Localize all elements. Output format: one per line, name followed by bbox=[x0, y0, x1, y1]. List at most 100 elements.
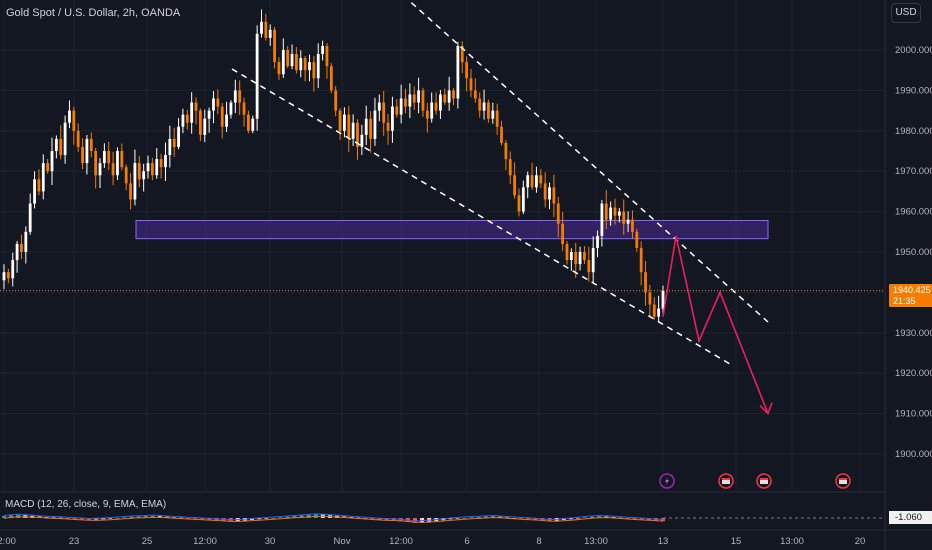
macd-histogram-bar bbox=[122, 517, 127, 518]
candle-body bbox=[177, 126, 180, 147]
currency-button[interactable]: USD bbox=[891, 3, 921, 23]
candle-body bbox=[604, 203, 608, 220]
price-axis[interactable]: 2000.000 1990.000 1980.000 1970.000 1960.000… bbox=[895, 45, 932, 460]
candle-body bbox=[68, 110, 71, 123]
candle-body bbox=[81, 146, 84, 164]
candle-body bbox=[277, 62, 281, 75]
candle-body bbox=[648, 292, 652, 305]
candle-body bbox=[37, 179, 41, 192]
candle-body bbox=[85, 138, 89, 164]
macd-histogram-bar bbox=[505, 517, 510, 518]
candle-body bbox=[137, 163, 141, 180]
candle-body bbox=[41, 163, 45, 192]
candle-body bbox=[246, 114, 250, 131]
price-tick-label: 1910.000 bbox=[895, 409, 932, 420]
last-price-value: 1940.425 bbox=[893, 285, 931, 295]
macd-histogram-bar bbox=[172, 517, 177, 518]
candle-body bbox=[303, 58, 307, 71]
candle-body bbox=[521, 187, 525, 212]
macd-histogram-bar bbox=[179, 517, 184, 519]
macd-histogram-bar bbox=[186, 518, 191, 519]
projection-path[interactable] bbox=[662, 235, 773, 416]
candle-body bbox=[185, 114, 189, 123]
candle-body bbox=[425, 110, 429, 119]
macd-histogram-bar bbox=[143, 516, 148, 518]
price-tick-label: 1950.000 bbox=[895, 247, 932, 258]
candle-body bbox=[63, 122, 67, 156]
time-tick-label: 15 bbox=[731, 536, 742, 547]
macd-histogram-bar bbox=[611, 517, 616, 518]
candle-body bbox=[28, 203, 32, 232]
channel-lines[interactable] bbox=[231, 0, 769, 365]
candle-body bbox=[286, 50, 290, 67]
candle-body bbox=[473, 90, 477, 99]
macd-histogram-bar bbox=[129, 516, 134, 518]
candle-body bbox=[220, 106, 224, 127]
macd-histogram-bar bbox=[632, 518, 637, 519]
candle-body bbox=[478, 98, 482, 111]
candle-body bbox=[652, 304, 656, 317]
candle-body bbox=[369, 118, 372, 139]
macd-histogram-bar bbox=[568, 518, 573, 520]
candle-body bbox=[508, 159, 512, 176]
candle-body bbox=[500, 126, 503, 143]
candle-body bbox=[111, 163, 115, 176]
macd-histogram-bar bbox=[583, 517, 588, 518]
candle-body bbox=[430, 102, 434, 119]
candle-body bbox=[133, 163, 137, 200]
candle-body bbox=[107, 151, 111, 164]
price-tick-label: 1960.000 bbox=[895, 207, 932, 218]
candle-body bbox=[487, 102, 490, 119]
macd-histogram-bar bbox=[65, 518, 70, 519]
price-tick-label: 1980.000 bbox=[895, 126, 932, 137]
macd-histogram-bar bbox=[455, 518, 460, 519]
flag-body bbox=[839, 478, 847, 484]
candle-body bbox=[600, 203, 604, 236]
candle-body bbox=[578, 252, 582, 265]
candle-body bbox=[556, 203, 560, 224]
macd-label: MACD (12, 26, close, 9, EMA, EMA) bbox=[5, 499, 166, 510]
flag-stripe bbox=[760, 478, 768, 480]
candle-body bbox=[33, 179, 36, 204]
macd-histogram-bar bbox=[356, 517, 361, 519]
candle-body bbox=[54, 138, 58, 151]
candle-body bbox=[308, 62, 311, 71]
channel-upper-line bbox=[407, 0, 769, 323]
candle-body bbox=[312, 62, 316, 79]
candle-body bbox=[399, 98, 403, 115]
macd-histogram-bar bbox=[278, 517, 283, 518]
macd-histogram-bar bbox=[108, 518, 113, 519]
price-tick-label: 1900.000 bbox=[895, 449, 932, 460]
time-tick-label: 6 bbox=[464, 536, 469, 547]
macd-histogram-bar bbox=[618, 517, 623, 519]
flag-stripe bbox=[722, 478, 730, 480]
signal-line bbox=[3, 515, 664, 523]
candle-body bbox=[225, 114, 228, 127]
candle-body bbox=[434, 102, 438, 111]
candle-body bbox=[617, 211, 621, 216]
candle-body bbox=[613, 207, 617, 216]
flag-body bbox=[760, 478, 768, 484]
macd-histogram-bar bbox=[51, 517, 56, 518]
candle-body bbox=[635, 231, 639, 248]
candle-body bbox=[98, 163, 102, 176]
macd-histogram-bar bbox=[448, 518, 453, 520]
event-markers[interactable] bbox=[659, 473, 851, 489]
flag-body bbox=[722, 478, 730, 484]
candle-body bbox=[373, 110, 377, 139]
candle-body bbox=[395, 106, 399, 115]
candle-body bbox=[76, 130, 80, 147]
macd-histogram-bar bbox=[264, 518, 269, 519]
macd-histogram-bar bbox=[79, 518, 84, 520]
time-tick-label: 12:00 bbox=[389, 536, 413, 547]
candle-body bbox=[6, 272, 10, 279]
candle-body bbox=[24, 231, 28, 252]
lightning-glyph bbox=[665, 477, 669, 485]
support-zone-rect bbox=[135, 219, 769, 240]
macd-histogram-bar bbox=[200, 518, 205, 520]
support-zone[interactable] bbox=[135, 219, 769, 240]
candle-body bbox=[155, 159, 159, 176]
candle-body bbox=[251, 118, 255, 131]
time-axis[interactable]: 12:00 23 25 12:00 30 Nov 12:00 6 8 13:00 13 15 13:00… bbox=[0, 536, 865, 547]
